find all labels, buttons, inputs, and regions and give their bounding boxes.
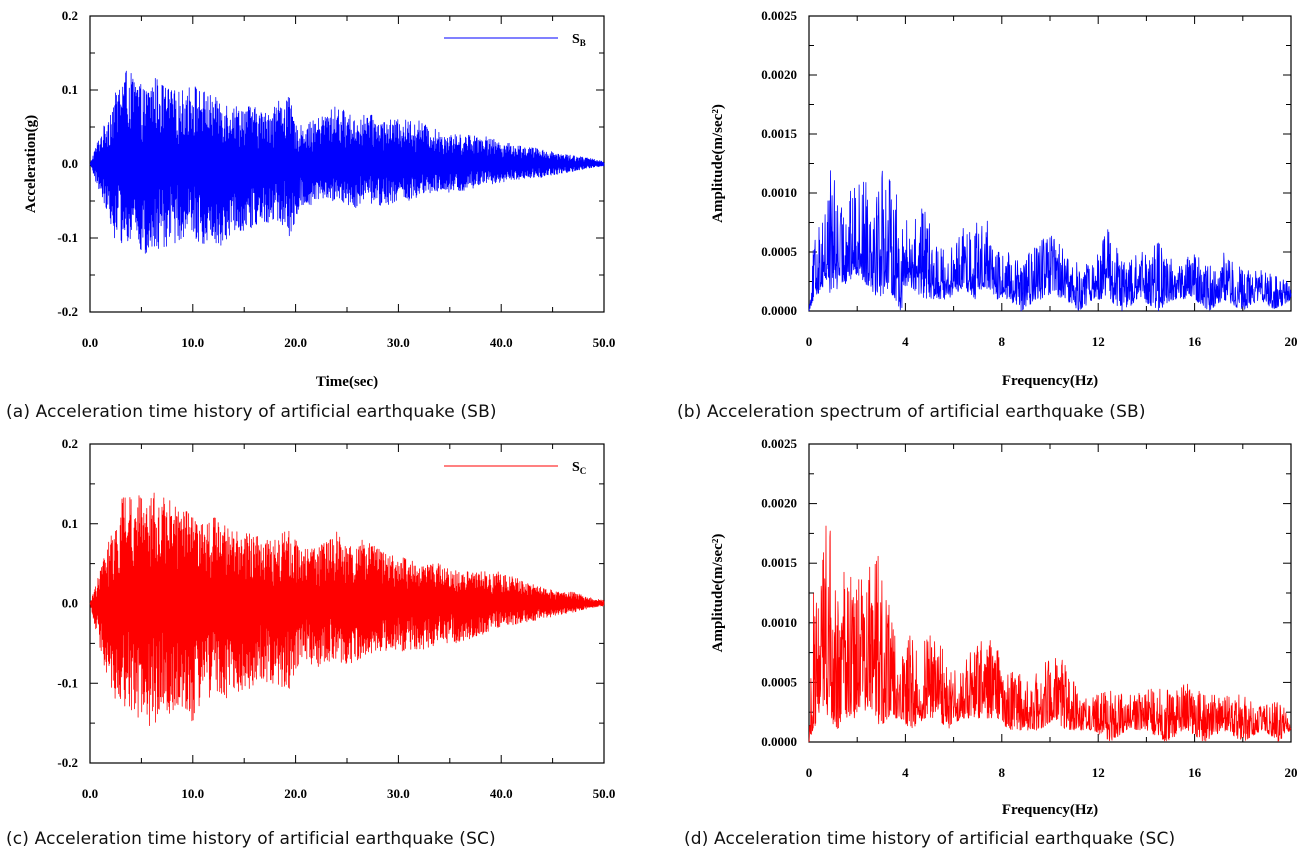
y-tick-label: 0.0020 bbox=[761, 496, 797, 511]
y-tick-label: -0.1 bbox=[57, 230, 78, 245]
data-series-SB bbox=[808, 170, 1292, 312]
y-axis-title: Acceleration(g) bbox=[23, 115, 39, 213]
x-tick-label: 50.0 bbox=[593, 786, 616, 801]
y-tick-label: 0.0020 bbox=[761, 67, 797, 82]
x-tick-label: 16 bbox=[1188, 765, 1202, 780]
legend-label: SC bbox=[572, 460, 586, 476]
legend-label: SB bbox=[572, 32, 586, 48]
chart-b: 0 4 8 12 16 20 0.0025 0.0020 0.0015 0.0010 0.0005 0… bbox=[710, 8, 1298, 389]
y-tick-label: 0.2 bbox=[62, 8, 78, 23]
y-tick-label: 0.0010 bbox=[761, 185, 797, 200]
data-series-SB bbox=[89, 70, 605, 254]
x-tick-label: 20.0 bbox=[284, 335, 307, 350]
y-axis-title: Amplitude(m/sec²) bbox=[710, 104, 726, 223]
y-tick-label: 0.0000 bbox=[761, 734, 797, 749]
y-tick-label: -0.1 bbox=[57, 675, 78, 690]
x-tick-label: 20 bbox=[1285, 334, 1298, 349]
y-tick-label: 0.0 bbox=[62, 596, 78, 611]
x-axis-title: Frequency(Hz) bbox=[1002, 802, 1098, 818]
caption-a: (a) Acceleration time history of artific… bbox=[6, 402, 497, 422]
x-tick-label: 40.0 bbox=[490, 786, 513, 801]
x-tick-label: 30.0 bbox=[387, 786, 410, 801]
x-tick-label: 0.0 bbox=[82, 786, 98, 801]
x-tick-label: 40.0 bbox=[490, 335, 513, 350]
caption-c: (c) Acceleration time history of artific… bbox=[6, 829, 496, 849]
chart-c: 0.0 10.0 20.0 30.0 40.0 50.0 0.2 0.1 0.0 -0.1 -0.2… bbox=[57, 436, 615, 801]
y-tick-label: 0.0005 bbox=[761, 244, 797, 259]
x-tick-label: 16 bbox=[1188, 334, 1202, 349]
y-tick-label: 0.0010 bbox=[761, 615, 797, 630]
y-tick-label: 0.0000 bbox=[761, 303, 797, 318]
x-axis-title: Time(sec) bbox=[316, 374, 378, 390]
y-tick-label: 0.0015 bbox=[761, 126, 797, 141]
y-tick-label: 0.1 bbox=[62, 82, 78, 97]
x-tick-label: 30.0 bbox=[387, 335, 410, 350]
x-tick-label: 8 bbox=[999, 765, 1006, 780]
y-tick-label: -0.2 bbox=[57, 304, 78, 319]
y-axis-title: Amplitude(m/sec²) bbox=[710, 534, 726, 653]
y-tick-label: 0.0025 bbox=[761, 8, 797, 23]
y-tick-label: 0.2 bbox=[62, 436, 78, 451]
caption-b: (b) Acceleration spectrum of artificial … bbox=[677, 402, 1146, 422]
x-tick-label: 4 bbox=[902, 334, 909, 349]
y-tick-label: 0.1 bbox=[62, 516, 78, 531]
x-tick-label: 0 bbox=[806, 765, 813, 780]
x-axis-title: Frequency(Hz) bbox=[1002, 373, 1098, 389]
data-series-SC bbox=[808, 525, 1292, 743]
x-tick-label: 50.0 bbox=[593, 335, 616, 350]
y-tick-label: 0.0 bbox=[62, 156, 78, 171]
x-tick-label: 12 bbox=[1092, 334, 1105, 349]
x-tick-label: 4 bbox=[902, 765, 909, 780]
y-tick-label: 0.0015 bbox=[761, 555, 797, 570]
y-tick-label: 0.0025 bbox=[761, 436, 797, 451]
x-tick-label: 20.0 bbox=[284, 786, 307, 801]
data-series-SC bbox=[89, 492, 605, 726]
x-tick-label: 0.0 bbox=[82, 335, 98, 350]
x-tick-label: 10.0 bbox=[181, 786, 204, 801]
x-tick-label: 8 bbox=[999, 334, 1006, 349]
x-tick-label: 0 bbox=[806, 334, 813, 349]
y-tick-label: 0.0005 bbox=[761, 674, 797, 689]
y-tick-label: -0.2 bbox=[57, 755, 78, 770]
caption-d: (d) Acceleration time history of artific… bbox=[684, 829, 1176, 849]
chart-d: 0 4 8 12 16 20 0.0025 0.0020 0.0015 0.0010 0.0005 0… bbox=[710, 436, 1298, 818]
x-tick-label: 20 bbox=[1285, 765, 1298, 780]
chart-a: 0.0 10.0 20.0 30.0 40.0 50.0 0.2 0.1 0.0 -0.1 -0.2… bbox=[23, 8, 615, 390]
x-tick-label: 10.0 bbox=[181, 335, 204, 350]
x-tick-label: 12 bbox=[1092, 765, 1105, 780]
